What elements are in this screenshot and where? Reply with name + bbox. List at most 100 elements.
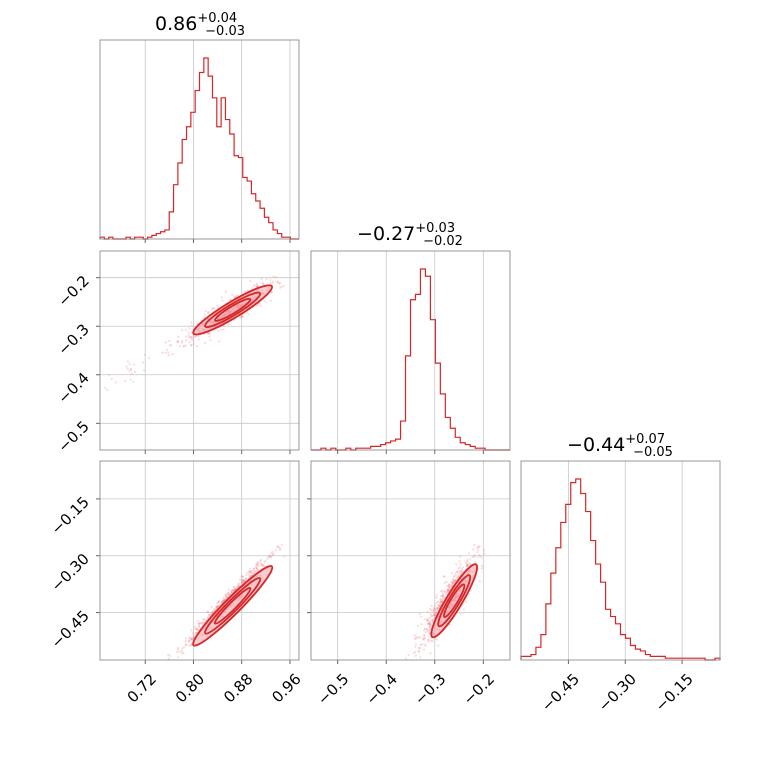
sample-point-2-0-446	[245, 573, 248, 577]
sample-point-2-0-594	[257, 568, 260, 571]
sample-point-2-1-504	[455, 570, 459, 573]
sample-point-2-1-164	[465, 565, 468, 568]
sample-point-2-1-225	[420, 615, 423, 618]
sample-point-2-1-288	[414, 637, 417, 640]
sample-point-2-0-169	[199, 622, 202, 625]
sample-point-2-0-115	[269, 555, 272, 559]
sample-point-2-1-415	[457, 575, 461, 578]
sample-point-2-1-367	[451, 584, 454, 587]
sample-point-1-0-31	[187, 331, 190, 334]
sample-point-1-0-100	[282, 285, 285, 288]
sample-point-1-0-318	[178, 344, 181, 348]
sample-point-2-0-432	[196, 627, 199, 630]
sample-point-2-0-218	[231, 590, 234, 594]
sample-point-2-0-558	[256, 561, 259, 564]
sample-point-2-1-581	[441, 594, 444, 598]
sample-point-2-1-613	[457, 567, 460, 570]
sample-point-2-1-136	[480, 567, 483, 570]
sample-point-2-0-620	[255, 570, 258, 573]
sample-point-2-1-571	[429, 622, 432, 626]
sample-point-2-0-130	[240, 582, 243, 586]
sample-point-1-0-655	[270, 291, 273, 294]
sample-point-1-0-250	[193, 336, 196, 339]
sample-point-1-0-408	[142, 369, 146, 372]
sample-point-2-0-426	[180, 649, 183, 653]
sample-point-1-0-177	[260, 277, 263, 280]
sample-point-2-1-236	[455, 576, 459, 580]
sample-point-2-0-357	[256, 563, 259, 566]
sample-point-2-0-226	[249, 570, 252, 573]
sample-point-2-0-53	[190, 638, 193, 641]
sample-point-1-0-150	[270, 291, 273, 294]
sample-point-2-0-228	[181, 647, 184, 650]
sample-point-2-1-19	[423, 634, 426, 637]
sample-point-2-0-303	[195, 631, 198, 635]
sample-point-2-0-660	[237, 585, 240, 588]
sample-point-2-1-478	[431, 640, 434, 643]
sample-point-1-0-629	[246, 289, 249, 292]
sample-point-1-0-239	[249, 280, 252, 283]
sample-point-2-1-25	[440, 598, 443, 601]
sample-point-2-0-64	[255, 563, 258, 566]
sample-point-2-1-615	[435, 638, 439, 641]
sample-point-2-1-268	[423, 648, 426, 651]
sample-point-2-1-85	[473, 543, 476, 547]
sample-point-1-0-65	[251, 287, 254, 290]
sample-point-2-1-40	[437, 604, 440, 607]
sample-point-2-1-439	[436, 608, 439, 611]
x-tick-label-1-2: −0.3	[411, 670, 449, 708]
sample-point-2-0-536	[188, 636, 191, 639]
sample-point-2-1-62	[431, 619, 434, 622]
sample-point-2-1-375	[434, 614, 437, 617]
sample-point-2-1-308	[459, 612, 462, 615]
sample-point-2-1-287	[422, 638, 425, 641]
sample-point-2-1-406	[448, 588, 451, 591]
sample-point-1-0-205	[132, 380, 135, 383]
sample-point-2-1-190	[432, 607, 435, 610]
sample-point-2-0-233	[192, 633, 195, 636]
sample-point-1-0-108	[240, 315, 244, 318]
sample-point-2-0-79	[267, 555, 270, 559]
contour-level-1-0-0	[192, 284, 273, 336]
sample-point-1-0-442	[271, 282, 274, 285]
sample-point-2-1-14	[452, 578, 455, 582]
sample-point-2-0-670	[278, 546, 281, 549]
title-param-2: −0.27+0.03 −0.02	[357, 221, 463, 249]
sample-point-2-0-631	[189, 643, 192, 646]
sample-point-2-1-313	[459, 569, 462, 573]
sample-point-1-0-563	[241, 315, 245, 319]
sample-point-2-1-686	[426, 638, 429, 642]
sample-point-2-0-33	[218, 600, 221, 603]
sample-point-1-0-22	[256, 285, 259, 288]
sample-point-2-0-582	[269, 555, 272, 559]
sample-point-2-1-11	[432, 609, 435, 612]
sample-point-2-0-251	[210, 605, 213, 608]
sample-point-2-0-505	[215, 605, 218, 608]
sample-point-1-0-45	[276, 281, 279, 284]
sample-point-2-0-231	[220, 601, 223, 604]
sample-point-2-1-598	[430, 609, 433, 612]
sample-point-2-1-228	[418, 647, 422, 650]
sample-point-1-0-661	[247, 313, 250, 316]
sample-point-2-1-356	[447, 584, 451, 587]
sample-point-1-0-666	[129, 367, 132, 371]
sample-point-2-0-354	[185, 643, 188, 647]
y-tick-label-1-0: −0.5	[54, 417, 92, 455]
panel-frame-0-0	[99, 39, 300, 240]
sample-point-2-1-432	[425, 627, 428, 630]
sample-point-1-0-558	[256, 284, 259, 287]
title-param-1: 0.86+0.04 −0.03	[155, 11, 245, 39]
sample-point-1-0-682	[192, 339, 195, 342]
sample-point-2-1-15	[429, 627, 432, 630]
sample-point-1-0-437	[252, 284, 255, 287]
sample-point-1-0-326	[170, 344, 173, 347]
sample-point-2-1-3	[436, 606, 439, 610]
sample-point-2-1-45	[477, 545, 480, 549]
sample-point-2-1-258	[440, 601, 443, 604]
sample-point-1-0-683	[126, 360, 129, 363]
sample-point-1-0-107	[132, 363, 135, 366]
sample-point-2-1-643	[426, 629, 429, 633]
sample-point-2-0-382	[231, 588, 234, 592]
sample-point-2-0-336	[272, 552, 275, 555]
sample-point-2-0-365	[222, 598, 225, 602]
